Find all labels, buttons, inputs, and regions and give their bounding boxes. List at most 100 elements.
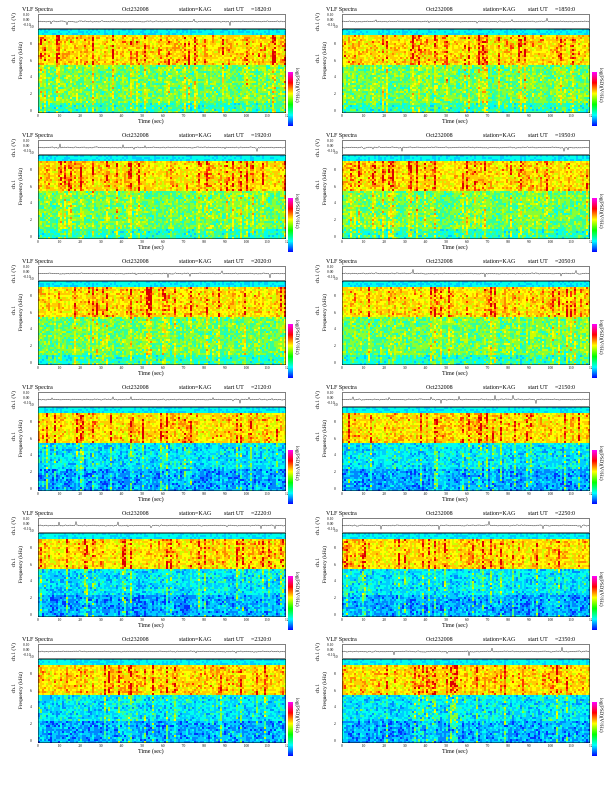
- time-tick-label: 90: [527, 744, 531, 748]
- time-tick-label: 90: [527, 618, 531, 622]
- panel-start-label: start UT: [528, 384, 548, 392]
- colorbar: [288, 324, 293, 378]
- time-tick-label: 110: [264, 114, 269, 118]
- time-tick-label: 110: [568, 240, 573, 244]
- panel-header: VLF Spectra Oct232008 station=KAG start UT =…: [326, 132, 598, 140]
- time-tick-label: 0: [37, 618, 39, 622]
- timeseries-tick-label: 0.10: [327, 265, 333, 269]
- panel-station: station=KAG: [483, 6, 515, 14]
- time-tick-label: 50: [140, 618, 144, 622]
- spectrogram-plot: [342, 659, 590, 743]
- frequency-tick-label: 6: [30, 185, 32, 189]
- frequency-tick-label: 4: [30, 201, 32, 205]
- time-tick-label: 60: [465, 240, 469, 244]
- time-tick-label: 10: [58, 492, 62, 496]
- time-tick-label: 110: [264, 240, 269, 244]
- spectrogram-panel: VLF Spectra Oct232008 station=KAG start UT =…: [318, 636, 598, 758]
- timeseries-tick-label: 0.00: [327, 144, 333, 148]
- time-tick-label: 110: [264, 618, 269, 622]
- timeseries-ylabel: ch.1 (V): [11, 517, 17, 535]
- panel-start-time: =2020:0: [251, 258, 271, 266]
- time-tick-label: 110: [568, 744, 573, 748]
- time-axis-label: Time (sec): [138, 119, 164, 125]
- frequency-tick-label: 6: [334, 563, 336, 567]
- time-tick-label: 0: [341, 492, 343, 496]
- panel-header: VLF Spectra Oct232008 station=KAG start UT =…: [22, 510, 294, 518]
- frequency-tick-label: 8: [30, 294, 32, 298]
- time-tick-label: 80: [506, 114, 510, 118]
- frequency-tick-label: 10: [334, 151, 338, 155]
- frequency-tick-label: 0: [30, 487, 32, 491]
- frequency-tick-label: 0: [334, 613, 336, 617]
- time-tick-label: 50: [444, 240, 448, 244]
- time-tick-label: 40: [120, 114, 124, 118]
- frequency-tick-label: 0: [30, 739, 32, 743]
- time-tick-label: 40: [424, 618, 428, 622]
- time-tick-label: 60: [161, 744, 165, 748]
- timeseries-tick-label: 0.00: [23, 522, 29, 526]
- time-tick-label: 20: [382, 366, 386, 370]
- colorbar-label: log(PSD)(V²/Hz): [598, 320, 603, 355]
- panel-header: VLF Spectra Oct232008 station=KAG start UT =…: [326, 6, 598, 14]
- time-tick-label: 110: [264, 366, 269, 370]
- time-tick-label: 30: [99, 114, 103, 118]
- frequency-tick-label: 8: [30, 672, 32, 676]
- time-tick-label: 60: [465, 492, 469, 496]
- time-tick-label: 20: [78, 744, 82, 748]
- colorbar-label: log(PSD)(V²/Hz): [294, 572, 299, 607]
- timeseries-tick-label: 0.00: [23, 18, 29, 22]
- time-tick-label: 10: [58, 114, 62, 118]
- time-tick-label: 60: [161, 114, 165, 118]
- panel-date: Oct232008: [122, 636, 149, 644]
- frequency-tick-label: 6: [334, 437, 336, 441]
- time-axis-label: Time (sec): [442, 371, 468, 377]
- panel-start-time: =1920:0: [251, 132, 271, 140]
- colorbar-label: log(PSD)(V²/Hz): [598, 446, 603, 481]
- time-tick-label: 30: [403, 240, 407, 244]
- spectrogram-ylabel-frequency: Frequency (kHz): [322, 42, 328, 79]
- colorbar: [288, 450, 293, 504]
- time-tick-label: 50: [444, 114, 448, 118]
- time-tick-label: 10: [58, 366, 62, 370]
- panel-start-label: start UT: [528, 510, 548, 518]
- time-tick-label: 30: [99, 618, 103, 622]
- time-tick-label: 60: [465, 114, 469, 118]
- timeseries-plot: [342, 266, 590, 281]
- spectrogram-panel: VLF Spectra Oct232008 station=KAG start UT =…: [14, 6, 294, 128]
- time-tick-label: 10: [362, 492, 366, 496]
- panel-station: station=KAG: [179, 258, 211, 266]
- timeseries-tick-label: 0.10: [23, 517, 29, 521]
- frequency-tick-label: 6: [334, 185, 336, 189]
- time-tick-label: 0: [37, 240, 39, 244]
- spectrogram-ylabel-channel: ch.1: [11, 306, 17, 315]
- time-tick-label: 90: [527, 366, 531, 370]
- frequency-tick-label: 10: [334, 655, 338, 659]
- frequency-tick-label: 6: [334, 59, 336, 63]
- time-tick-label: 110: [264, 744, 269, 748]
- time-tick-label: 90: [223, 492, 227, 496]
- time-tick-label: 10: [362, 240, 366, 244]
- spectrogram-ylabel-frequency: Frequency (kHz): [18, 546, 24, 583]
- time-tick-label: 40: [424, 492, 428, 496]
- spectrogram-panel: VLF Spectra Oct232008 station=KAG start UT =…: [14, 258, 294, 380]
- time-tick-label: 100: [548, 744, 553, 748]
- panel-start-label: start UT: [528, 258, 548, 266]
- spectrogram-ylabel-frequency: Frequency (kHz): [322, 294, 328, 331]
- spectrogram-ylabel-channel: ch.1: [11, 180, 17, 189]
- spectrogram-ylabel-channel: ch.1: [11, 558, 17, 567]
- timeseries-tick-label: 0.00: [23, 144, 29, 148]
- time-axis-label: Time (sec): [442, 245, 468, 251]
- timeseries-ylabel: ch.1 (V): [315, 643, 321, 661]
- spectrogram-plot: [38, 407, 286, 491]
- spectrogram-panel: VLF Spectra Oct232008 station=KAG start UT =…: [318, 384, 598, 506]
- time-tick-label: 70: [486, 114, 490, 118]
- spectrogram-ylabel-channel: ch.1: [11, 684, 17, 693]
- time-tick-label: 80: [506, 492, 510, 496]
- time-tick-label: 70: [182, 492, 186, 496]
- panel-date: Oct232008: [426, 636, 453, 644]
- frequency-tick-label: 8: [334, 672, 336, 676]
- timeseries-plot: [342, 644, 590, 659]
- time-tick-label: 20: [78, 618, 82, 622]
- timeseries-tick-label: 0.10: [327, 13, 333, 17]
- time-tick-label: 10: [362, 366, 366, 370]
